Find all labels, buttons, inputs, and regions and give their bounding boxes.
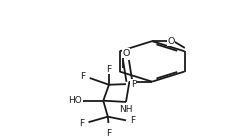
Text: F: F [80, 72, 85, 81]
Text: F: F [106, 129, 111, 136]
Text: NH: NH [119, 105, 133, 114]
Text: F: F [130, 116, 135, 125]
Text: O: O [122, 49, 130, 58]
Text: HO: HO [68, 96, 82, 105]
Text: F: F [131, 80, 136, 89]
Text: O: O [167, 37, 174, 46]
Text: F: F [106, 65, 111, 74]
Text: F: F [79, 119, 84, 128]
